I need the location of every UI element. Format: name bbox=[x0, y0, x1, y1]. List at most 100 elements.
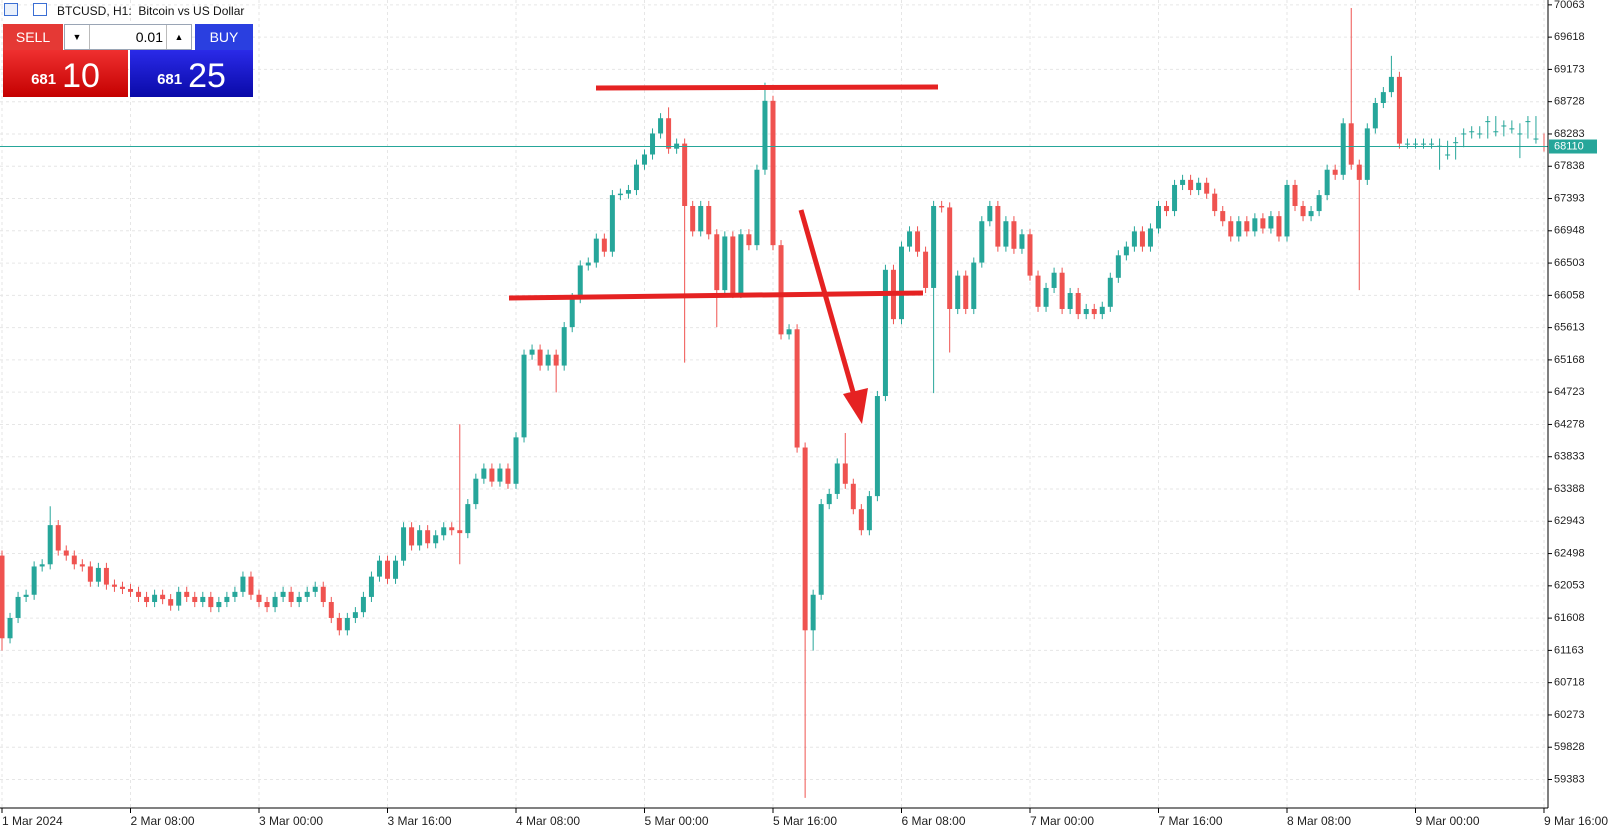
last-price-box bbox=[1549, 139, 1597, 154]
candle-body bbox=[979, 221, 985, 263]
candle-body bbox=[1188, 179, 1194, 191]
y-tick-label: 62498 bbox=[1554, 547, 1585, 559]
x-tick-label: 9 Mar 16:00 bbox=[1544, 814, 1608, 828]
annotations bbox=[508, 84, 939, 424]
x-tick-label: 2 Mar 08:00 bbox=[131, 814, 195, 828]
candle-body bbox=[304, 591, 310, 597]
candle-body bbox=[617, 193, 623, 196]
chart-icon[interactable] bbox=[33, 3, 47, 16]
volume-up[interactable]: ▲ bbox=[166, 25, 191, 49]
candle-body bbox=[754, 169, 760, 246]
candle-body bbox=[385, 560, 391, 579]
candle-body bbox=[1067, 293, 1073, 309]
candle-body bbox=[352, 612, 358, 618]
candle-body bbox=[128, 588, 134, 592]
candle-body bbox=[320, 586, 326, 603]
y-tick-label: 69618 bbox=[1554, 31, 1585, 43]
candle-body bbox=[1147, 228, 1153, 247]
candle-body bbox=[119, 586, 125, 589]
sell-button[interactable]: SELL bbox=[3, 24, 63, 50]
candle-body bbox=[1372, 102, 1378, 129]
candle-body bbox=[601, 238, 607, 252]
candle-body bbox=[208, 596, 214, 608]
candle-body bbox=[216, 602, 222, 608]
candle-body bbox=[1501, 125, 1507, 127]
candle-body bbox=[344, 617, 350, 631]
candle-body bbox=[1276, 216, 1282, 237]
candle-body bbox=[963, 275, 969, 309]
candle-body bbox=[714, 234, 720, 291]
y-tick-label: 68283 bbox=[1554, 128, 1585, 140]
candle-body bbox=[1059, 272, 1065, 309]
menu-icon[interactable] bbox=[4, 3, 18, 16]
candle-body bbox=[336, 617, 342, 631]
candle-body bbox=[465, 504, 471, 534]
candle-body bbox=[987, 205, 993, 222]
buy-price[interactable]: 681 25 bbox=[130, 50, 253, 97]
candle-body bbox=[1011, 221, 1017, 249]
candle-body bbox=[682, 143, 688, 206]
candle-body bbox=[971, 262, 977, 309]
y-tick-label: 64723 bbox=[1554, 386, 1585, 398]
candle-body bbox=[1493, 131, 1499, 133]
candle-body bbox=[111, 584, 117, 587]
candle-body bbox=[1268, 216, 1274, 229]
grid bbox=[0, 0, 1548, 808]
y-tick-label: 70063 bbox=[1554, 0, 1585, 11]
x-tick-label: 1 Mar 2024 bbox=[2, 814, 63, 828]
candle-body bbox=[87, 566, 93, 582]
candle-body bbox=[786, 329, 792, 335]
y-tick-label: 65613 bbox=[1554, 322, 1585, 334]
x-tick-label: 4 Mar 08:00 bbox=[516, 814, 580, 828]
candle-body bbox=[1172, 184, 1178, 212]
candle-body bbox=[1244, 221, 1250, 232]
candle-body bbox=[834, 463, 840, 494]
arrow-shaft bbox=[798, 209, 856, 393]
candle-body bbox=[71, 555, 77, 565]
x-tick-label: 9 Mar 00:00 bbox=[1415, 814, 1479, 828]
candle-body bbox=[393, 560, 399, 579]
candle-body bbox=[1204, 182, 1210, 194]
candle-body bbox=[1051, 272, 1057, 288]
candle-body bbox=[1525, 121, 1531, 123]
candle-body bbox=[1332, 169, 1338, 175]
volume-box: ▼ 0.01 ▲ bbox=[64, 24, 192, 50]
sell-price[interactable]: 681 10 bbox=[3, 50, 128, 97]
candle-body bbox=[264, 602, 270, 608]
buy-button[interactable]: BUY bbox=[195, 24, 253, 50]
x-tick-label: 3 Mar 00:00 bbox=[259, 814, 323, 828]
candle-body bbox=[1453, 142, 1459, 144]
candle-body bbox=[1196, 182, 1202, 191]
candle-body bbox=[449, 527, 455, 531]
x-tick-label: 7 Mar 00:00 bbox=[1030, 814, 1094, 828]
candle-body bbox=[1252, 218, 1258, 232]
candle-body bbox=[778, 245, 784, 335]
candle-body bbox=[923, 251, 929, 288]
candle-body bbox=[39, 564, 45, 567]
candle-body bbox=[360, 596, 366, 613]
candle-body bbox=[441, 527, 447, 536]
candle-body bbox=[1509, 128, 1515, 130]
candle-body bbox=[240, 576, 246, 592]
candle-body bbox=[1091, 308, 1097, 315]
x-tick-label: 7 Mar 16:00 bbox=[1158, 814, 1222, 828]
volume-value[interactable]: 0.01 bbox=[135, 29, 163, 45]
y-tick-label: 62943 bbox=[1554, 515, 1585, 527]
y-tick-label: 66058 bbox=[1554, 289, 1585, 301]
candle-body bbox=[1043, 287, 1049, 307]
candle-body bbox=[513, 437, 519, 484]
candle-body bbox=[842, 463, 848, 484]
volume-down[interactable]: ▼ bbox=[65, 25, 90, 49]
candle-body bbox=[103, 567, 109, 585]
candle-body bbox=[23, 594, 29, 597]
candle-body bbox=[858, 509, 864, 531]
candle-body bbox=[826, 493, 832, 505]
candle-body bbox=[409, 527, 415, 546]
candle-body bbox=[690, 205, 696, 232]
y-tick-label: 59828 bbox=[1554, 741, 1585, 753]
y-tick-label: 67393 bbox=[1554, 192, 1585, 204]
candle-body bbox=[738, 234, 744, 294]
sell-price-prefix: 681 bbox=[31, 71, 57, 88]
candle-body bbox=[625, 190, 631, 194]
